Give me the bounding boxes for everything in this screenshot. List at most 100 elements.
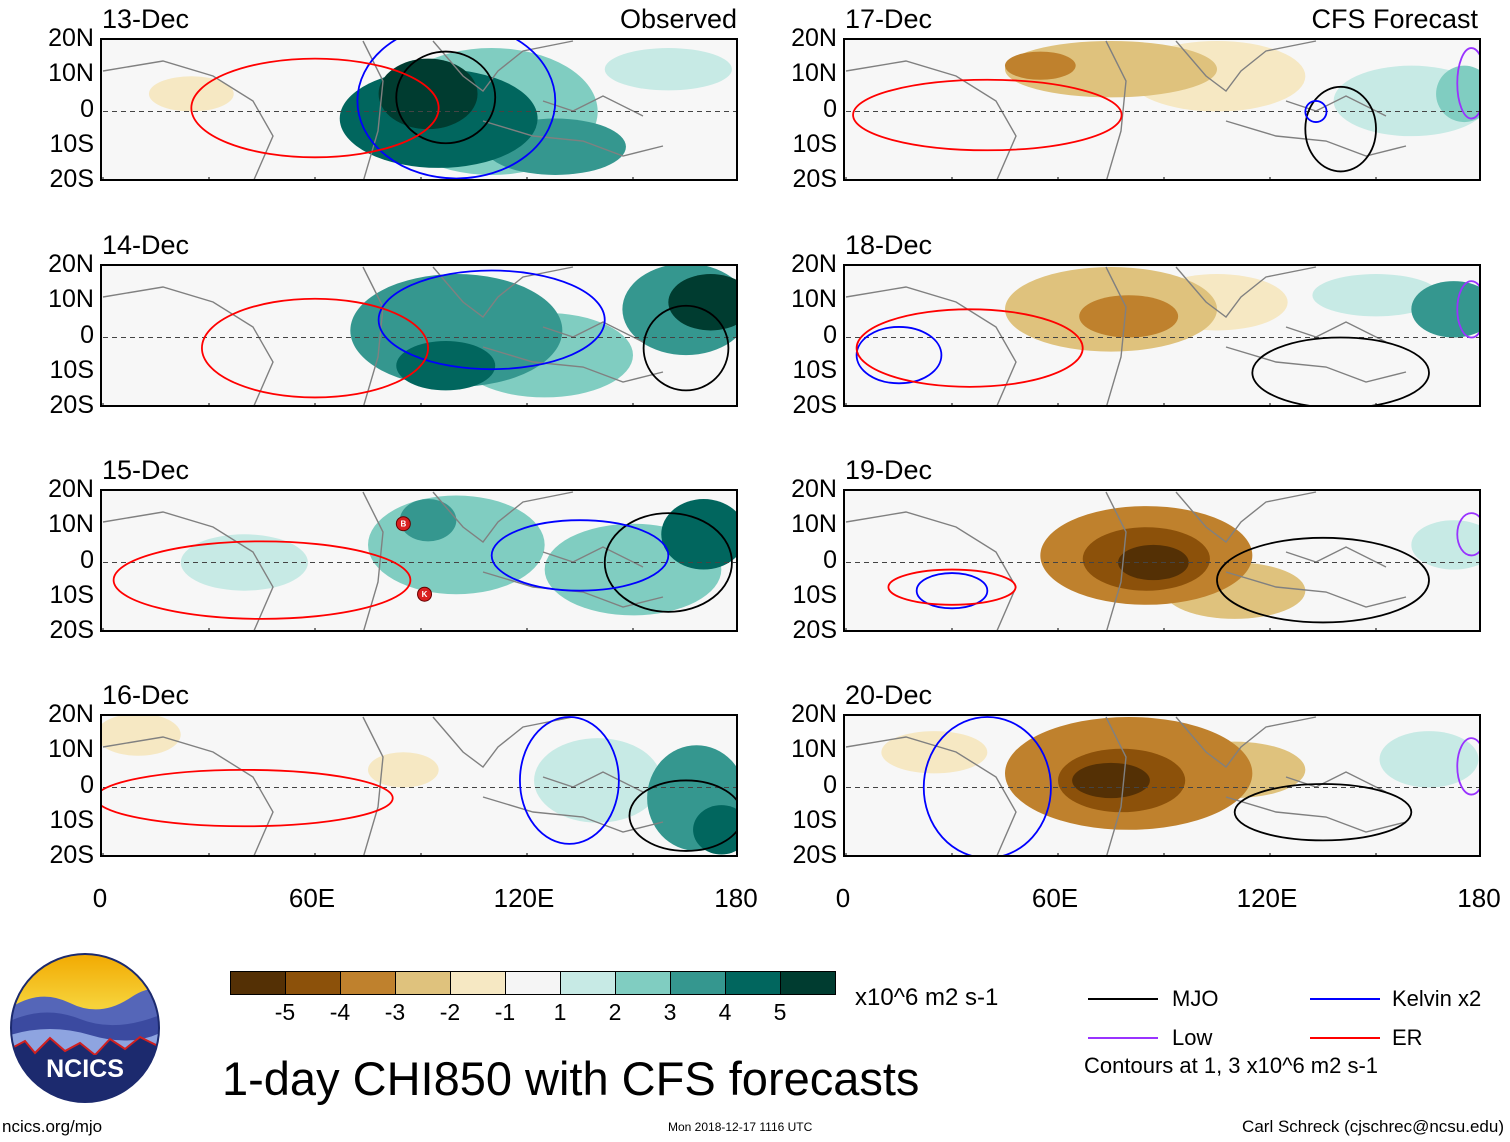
anomaly-region [368,495,545,595]
contour-kelvin [356,40,557,179]
coastline [845,286,1017,405]
lat-tick-label: 20S [49,391,94,419]
colorbar-swatch [780,971,836,995]
colorbar-tick-label: -2 [439,999,461,1025]
lat-tick-label: 10S [792,805,837,834]
panel-date-label: 17-Dec [845,4,933,34]
coastline [1285,321,1387,343]
map-svg [102,716,736,855]
contour-low [1456,737,1479,796]
map-panel-20-Dec [843,714,1481,857]
contour-note: Contours at 1, 3 x10^6 m2 s-1 [1084,1053,1379,1078]
coastline [102,736,274,855]
anomaly-region [1411,520,1479,570]
contour-er [112,540,412,620]
colorbar-swatch [615,971,671,995]
contour-kelvin [915,572,989,610]
colorbar-swatch [725,971,781,995]
colorbar-tick-label: 2 [608,999,622,1025]
colorbar-tick-label: 3 [663,999,677,1025]
lon-tick-label: 0 [92,883,108,913]
footer-timestamp: Mon 2018-12-17 1116 UTC [668,1120,813,1134]
observed-title: Observed [619,4,737,34]
coastline [542,546,644,568]
map-svg [845,491,1479,630]
lat-tick-label: 20S [792,616,837,644]
anomaly-region [604,48,732,91]
coastline [482,346,664,383]
lat-tick-label: 0 [80,320,94,349]
coastline [102,511,274,630]
lat-tick-label: 20S [792,841,837,869]
lon-tick-label: 60E [288,883,336,913]
coastline [542,321,644,343]
colorbar-swatch [340,971,396,995]
lat-tick-label: 10N [48,285,94,314]
colorbar-tick-label: 5 [773,999,787,1025]
colorbar-tick-label: -3 [384,999,406,1025]
lat-tick-label: 10N [48,735,94,764]
coastline [102,60,274,179]
coastline [1225,796,1407,833]
anomaly-region [1072,762,1150,799]
logo-text: NCICS [46,1055,124,1083]
coastline [432,491,574,543]
lat-tick-label: 20N [791,475,837,503]
contour-er [855,308,1084,388]
anomaly-region [881,731,988,774]
contour-kelvin [922,716,1052,855]
coastline [1105,716,1127,855]
lat-tick-label: 20N [791,24,837,52]
lat-tick-label: 20N [48,24,94,52]
contour-low [1456,280,1479,339]
colorbar-tick-label: -5 [274,999,296,1025]
coastline [482,120,664,157]
storm-marker: K [417,586,433,602]
lat-tick-label: 0 [823,770,837,799]
map-svg [845,40,1479,179]
anomaly-region [399,499,457,542]
lat-tick-label: 0 [80,545,94,574]
lat-tick-label: 20N [48,250,94,278]
coastline [845,60,1017,179]
legend-label: Low [1172,1025,1213,1050]
contour-mjo [642,304,730,392]
coastline [362,40,384,179]
coastline [362,716,384,855]
coastline [1285,546,1387,568]
anomaly-region [1411,281,1479,338]
coastline [1225,571,1407,608]
lat-tick-label: 10N [791,59,837,88]
colorbar-tick-label: -1 [494,999,516,1025]
colorbar-tick-label: 1 [553,999,567,1025]
storm-marker-label: B [400,520,406,529]
chart-title: 1-day CHI850 with CFS forecasts [222,1052,920,1105]
contour-er [201,297,429,399]
footer-url[interactable]: ncics.org/mjo [2,1117,103,1136]
anomaly-region [1079,295,1179,338]
colorbar-swatch [285,971,341,995]
anomaly-region [1379,731,1479,788]
legend-label: ER [1392,1025,1423,1050]
coastline [1285,95,1387,117]
lat-tick-label: 20S [792,165,837,193]
contour-mjo [395,50,497,145]
coastline [1105,40,1127,179]
contour-low [1456,47,1479,120]
map-panel-19-Dec [843,489,1481,632]
coastline [1225,346,1407,383]
lat-tick-label: 10N [791,285,837,314]
contour-er [190,57,440,159]
lon-tick-label: 120E [1236,883,1298,913]
lat-tick-label: 20N [48,700,94,728]
lat-tick-label: 10S [792,355,837,384]
coastline [1175,266,1317,318]
coastline [845,736,1017,855]
colorbar-swatch [560,971,616,995]
contour-mjo [628,779,736,852]
legend-line-low [1088,1037,1158,1039]
coastline [1285,771,1387,793]
coastline [432,266,574,318]
colorbar-tick-label: -4 [329,999,351,1025]
